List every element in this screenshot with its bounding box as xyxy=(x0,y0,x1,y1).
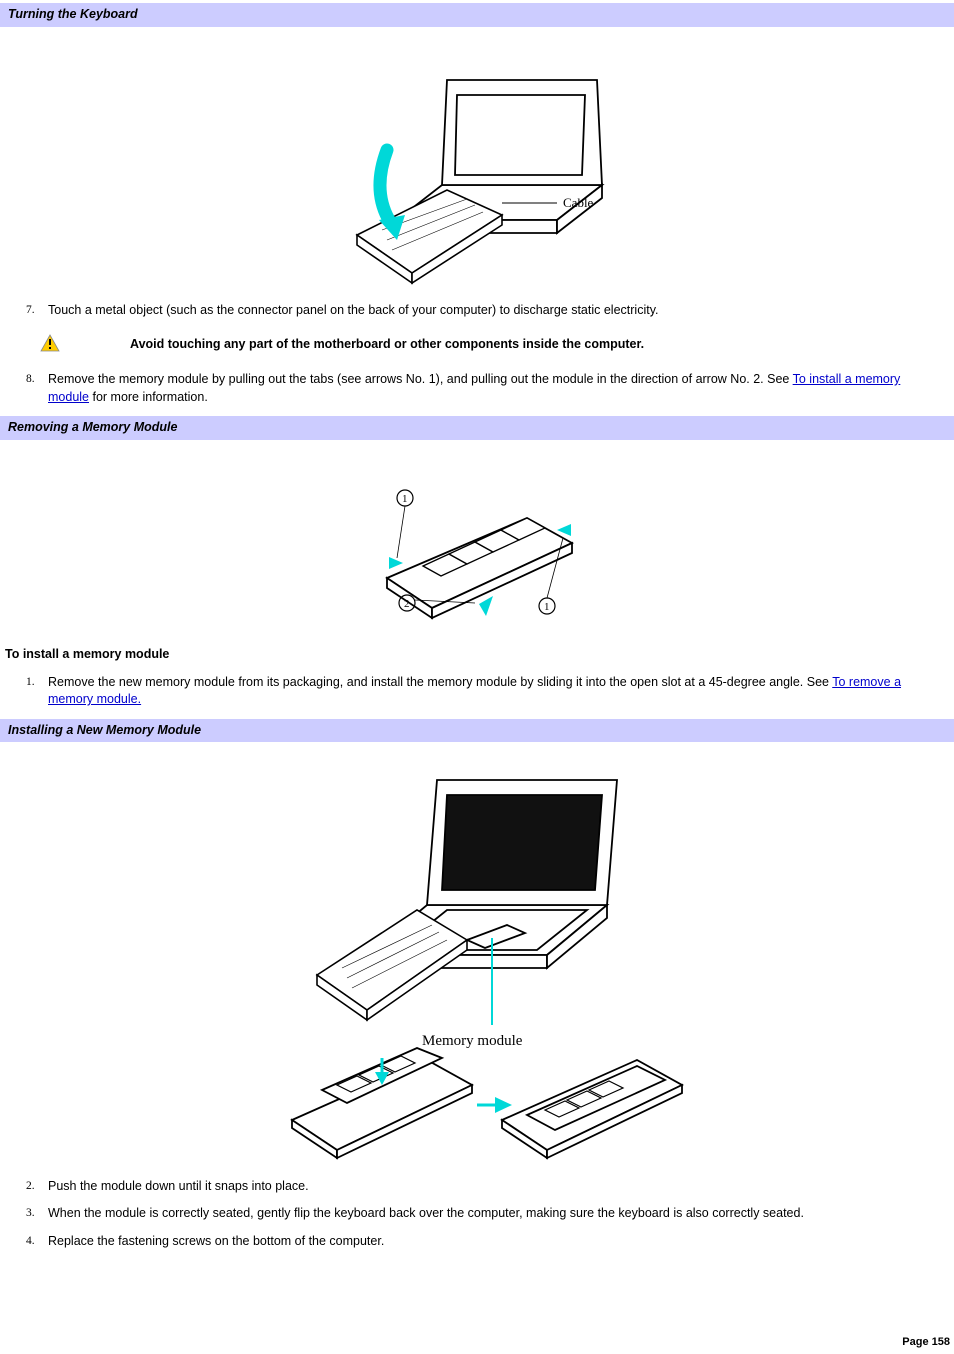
page-number: Page 158 xyxy=(902,1335,950,1350)
step-number: 1. xyxy=(26,674,46,709)
install-heading: To install a memory module xyxy=(5,646,954,664)
step-text: Replace the fastening screws on the bott… xyxy=(48,1233,954,1251)
step-text: Push the module down until it snaps into… xyxy=(48,1178,954,1196)
turning-keyboard-illustration: Cable xyxy=(327,35,627,285)
step-number: 4. xyxy=(26,1233,46,1251)
marker-3: 1 xyxy=(544,601,550,613)
step-text-before: Remove the new memory module from its pa… xyxy=(48,675,832,689)
figure-turning-keyboard: Cable xyxy=(0,35,954,291)
warning-text: Avoid touching any part of the motherboa… xyxy=(130,334,644,354)
marker-2: 2 xyxy=(404,598,410,610)
removing-module-illustration: 1 2 1 xyxy=(347,448,607,623)
install-step-4: 4. Replace the fastening screws on the b… xyxy=(26,1233,954,1251)
figure-installing-module: Memory module xyxy=(0,750,954,1166)
installing-module-illustration: Memory module xyxy=(267,750,687,1160)
step-text-before: Remove the memory module by pulling out … xyxy=(48,372,793,386)
step-8: 8. Remove the memory module by pulling o… xyxy=(26,371,954,406)
section-header-turning-keyboard: Turning the Keyboard xyxy=(0,3,954,27)
step-number: 2. xyxy=(26,1178,46,1196)
install-step-1: 1. Remove the new memory module from its… xyxy=(26,674,954,709)
step-7: 7. Touch a metal object (such as the con… xyxy=(26,302,954,320)
cable-label: Cable xyxy=(563,195,594,210)
warning-row: Avoid touching any part of the motherboa… xyxy=(40,334,954,358)
step-text: Remove the new memory module from its pa… xyxy=(48,674,954,709)
figure-removing-module: 1 2 1 xyxy=(0,448,954,629)
install-step-3: 3. When the module is correctly seated, … xyxy=(26,1205,954,1223)
step-number: 8. xyxy=(26,371,46,406)
section-header-removing-module: Removing a Memory Module xyxy=(0,416,954,440)
memory-module-label: Memory module xyxy=(422,1033,523,1049)
install-step-2: 2. Push the module down until it snaps i… xyxy=(26,1178,954,1196)
marker-1: 1 xyxy=(402,493,408,505)
warning-icon xyxy=(40,334,60,358)
step-number: 7. xyxy=(26,302,46,320)
step-text: Touch a metal object (such as the connec… xyxy=(48,302,954,320)
step-number: 3. xyxy=(26,1205,46,1223)
section-header-installing-module: Installing a New Memory Module xyxy=(0,719,954,743)
step-text-after: for more information. xyxy=(89,390,208,404)
step-text: When the module is correctly seated, gen… xyxy=(48,1205,954,1223)
step-text: Remove the memory module by pulling out … xyxy=(48,371,954,406)
